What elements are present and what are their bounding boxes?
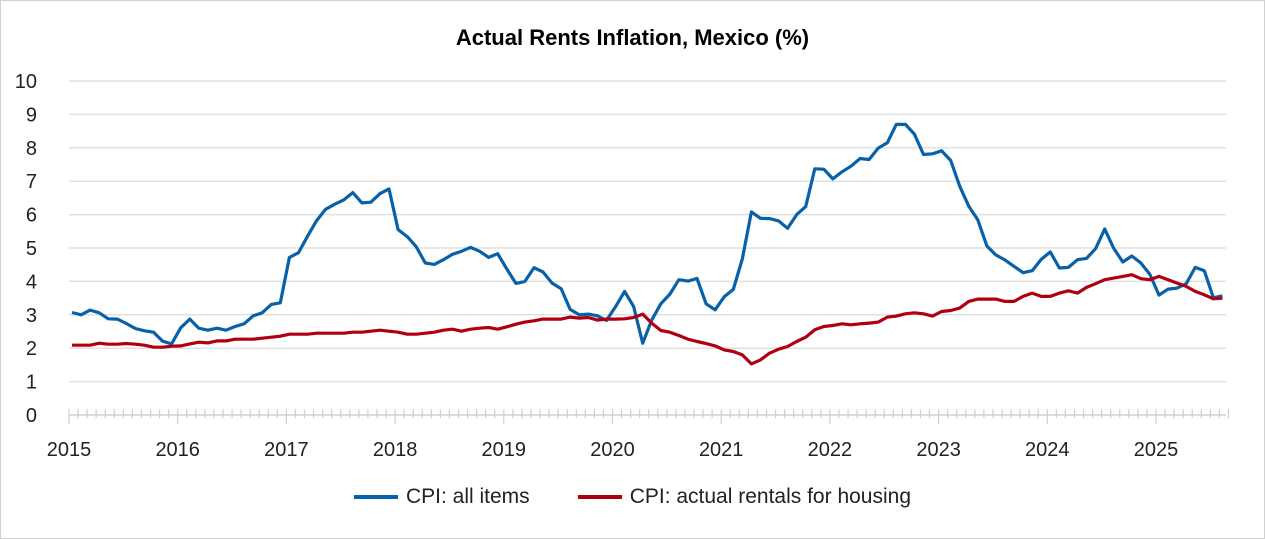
legend-label: CPI: all items (405, 485, 530, 508)
y-tick-label: 9 (26, 104, 37, 126)
series-line-cpi-all-items (71, 122, 1223, 346)
x-tick-label: 2025 (1134, 439, 1179, 461)
y-tick-label: 2 (26, 338, 37, 360)
x-tick-label: 2020 (590, 439, 635, 461)
x-tick-label: 2018 (373, 439, 418, 461)
chart-title: Actual Rents Inflation, Mexico (%) (455, 25, 810, 50)
y-tick-label: 8 (26, 138, 37, 160)
legend-swatch-blue (353, 495, 398, 499)
legend-item-cpi-all-items: CPI: all items (353, 485, 530, 509)
legend-label: CPI: actual rentals for housing (629, 485, 912, 508)
y-tick-label: 1 (26, 372, 37, 394)
x-tick-label: 2022 (808, 439, 853, 461)
y-tick-label: 6 (26, 205, 37, 227)
x-tick-label: 2015 (47, 439, 92, 461)
x-tick-label: 2019 (482, 439, 527, 461)
x-tick-label: 2017 (264, 439, 309, 461)
y-tick-label: 0 (26, 405, 37, 427)
y-tick-label: 7 (26, 171, 37, 193)
y-tick-label: 3 (26, 305, 37, 327)
y-tick-label: 10 (15, 71, 37, 93)
y-tick-label: 4 (26, 271, 37, 293)
x-tick-label: 2021 (699, 439, 744, 461)
legend-swatch-red (577, 495, 622, 499)
series-line-cpi-rentals (72, 273, 1223, 366)
legend-item-cpi-rentals: CPI: actual rentals for housing (577, 485, 912, 509)
x-tick-label: 2016 (155, 439, 200, 461)
legend: CPI: all items CPI: actual rentals for h… (1, 485, 1264, 509)
x-tick-label: 2024 (1025, 439, 1070, 461)
x-tick-label: 2023 (916, 439, 961, 461)
y-tick-label: 5 (26, 238, 37, 260)
